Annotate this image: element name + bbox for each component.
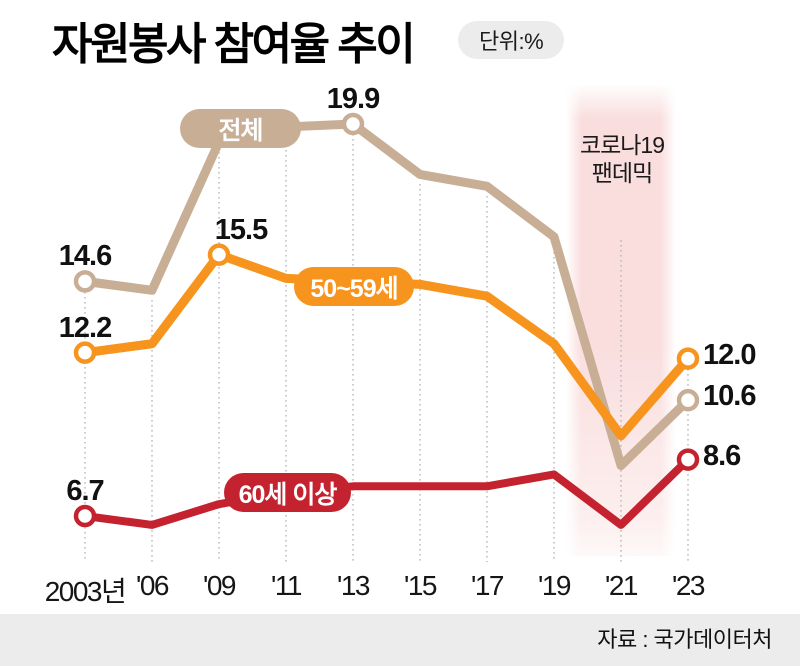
value-label: 14.6 xyxy=(58,240,112,273)
series-line-2 xyxy=(81,455,692,529)
x-axis-label: '23 xyxy=(672,570,706,601)
data-point-marker xyxy=(73,504,97,528)
data-point-marker xyxy=(73,341,97,364)
footer-bar: 자료 : 국가데이터처 xyxy=(0,614,800,666)
value-label: 12.2 xyxy=(58,311,112,344)
series-pill-2: 60세 이상 xyxy=(224,473,351,512)
pandemic-annotation-line1: 코로나19 xyxy=(579,132,665,158)
x-axis-label: 2003년 xyxy=(44,576,127,607)
value-label: 10.6 xyxy=(703,380,756,413)
series-pill-0: 전체 xyxy=(180,109,301,148)
data-point-marker xyxy=(341,112,365,136)
x-axis-label: '15 xyxy=(404,570,438,601)
pandemic-annotation: 코로나19 팬데믹 xyxy=(565,131,679,187)
x-axis-label: '17 xyxy=(471,570,505,601)
value-label: 8.6 xyxy=(703,439,741,472)
x-axis-label: '13 xyxy=(337,570,371,601)
value-label: 19.9 xyxy=(326,82,380,115)
value-label: 12.0 xyxy=(703,338,756,371)
x-axis-label: '21 xyxy=(605,570,639,601)
source-text: 자료 : 국가데이터처 xyxy=(597,627,772,652)
x-axis-label: '09 xyxy=(203,570,237,601)
data-point-marker xyxy=(676,347,700,370)
data-point-marker xyxy=(676,388,700,412)
unit-badge: 단위:% xyxy=(458,21,565,59)
series-pill-1: 50~59세 xyxy=(294,267,414,306)
x-axis-label: '11 xyxy=(271,570,302,601)
data-point-marker xyxy=(676,448,700,471)
pandemic-annotation-line2: 팬데믹 xyxy=(591,160,653,186)
page-title: 자원봉사 참여율 추이 xyxy=(52,20,416,69)
data-point-marker xyxy=(73,270,97,293)
x-axis-label: '19 xyxy=(538,570,572,601)
chart-canvas xyxy=(73,112,700,562)
x-axis-label: '06 xyxy=(136,570,170,601)
value-label: 15.5 xyxy=(214,213,268,246)
value-label: 6.7 xyxy=(66,475,104,507)
series-line-0 xyxy=(80,119,693,471)
plot-area: 코로나19 팬데믹 전체 50~59세 60세 이상 14.6 19.9 10.6 12.2… xyxy=(44,82,757,607)
data-point-marker xyxy=(207,243,231,266)
